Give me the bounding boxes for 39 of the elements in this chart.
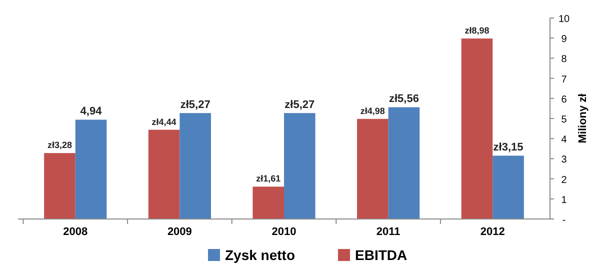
bar: [492, 156, 524, 219]
y-tick-label: 7: [561, 74, 568, 86]
bar: [284, 113, 316, 219]
data-label: zł4,98: [360, 106, 385, 116]
data-label: zł8,98: [464, 26, 490, 36]
data-label: zł5,27: [180, 99, 210, 112]
y-tick-label: 1: [561, 194, 568, 206]
y-tick-label: 8: [561, 54, 568, 66]
bar: [148, 130, 180, 219]
y-tick-label: 10: [558, 14, 570, 25]
x-tick-label: 2010: [272, 226, 296, 238]
y-tick-label: 5: [561, 114, 568, 126]
x-tick-label: 2008: [63, 226, 88, 238]
bar: [357, 118, 388, 219]
data-label: zł3,28: [47, 140, 72, 150]
data-label: zł5,27: [284, 99, 315, 112]
y-tick-label: 4: [561, 134, 568, 146]
bar: [75, 120, 107, 219]
bar: [252, 186, 284, 219]
y-axis-title: Miliony zł: [577, 94, 589, 144]
y-tick-label: 9: [561, 34, 568, 46]
x-tick-label: 2012: [480, 226, 505, 238]
x-tick-label: 2009: [167, 226, 192, 238]
legend-label: EBITDA: [355, 247, 408, 263]
data-label: zł5,56: [388, 93, 419, 106]
data-label: zł1,61: [256, 174, 281, 184]
bar: [461, 38, 493, 219]
data-label: zł3,15: [493, 142, 524, 154]
x-tick-label: 2011: [376, 226, 400, 238]
data-label: zł4,44: [152, 116, 176, 127]
y-tick-label: 3: [561, 154, 568, 166]
y-tick-label: -: [562, 215, 566, 226]
y-tick-label: 6: [561, 94, 568, 106]
bar: [388, 107, 420, 219]
legend-label: Zysk netto: [225, 247, 296, 263]
y-tick-label: 2: [561, 174, 568, 186]
bar: [44, 153, 76, 219]
bar: [180, 113, 211, 219]
data-label: 4,94: [80, 106, 103, 118]
